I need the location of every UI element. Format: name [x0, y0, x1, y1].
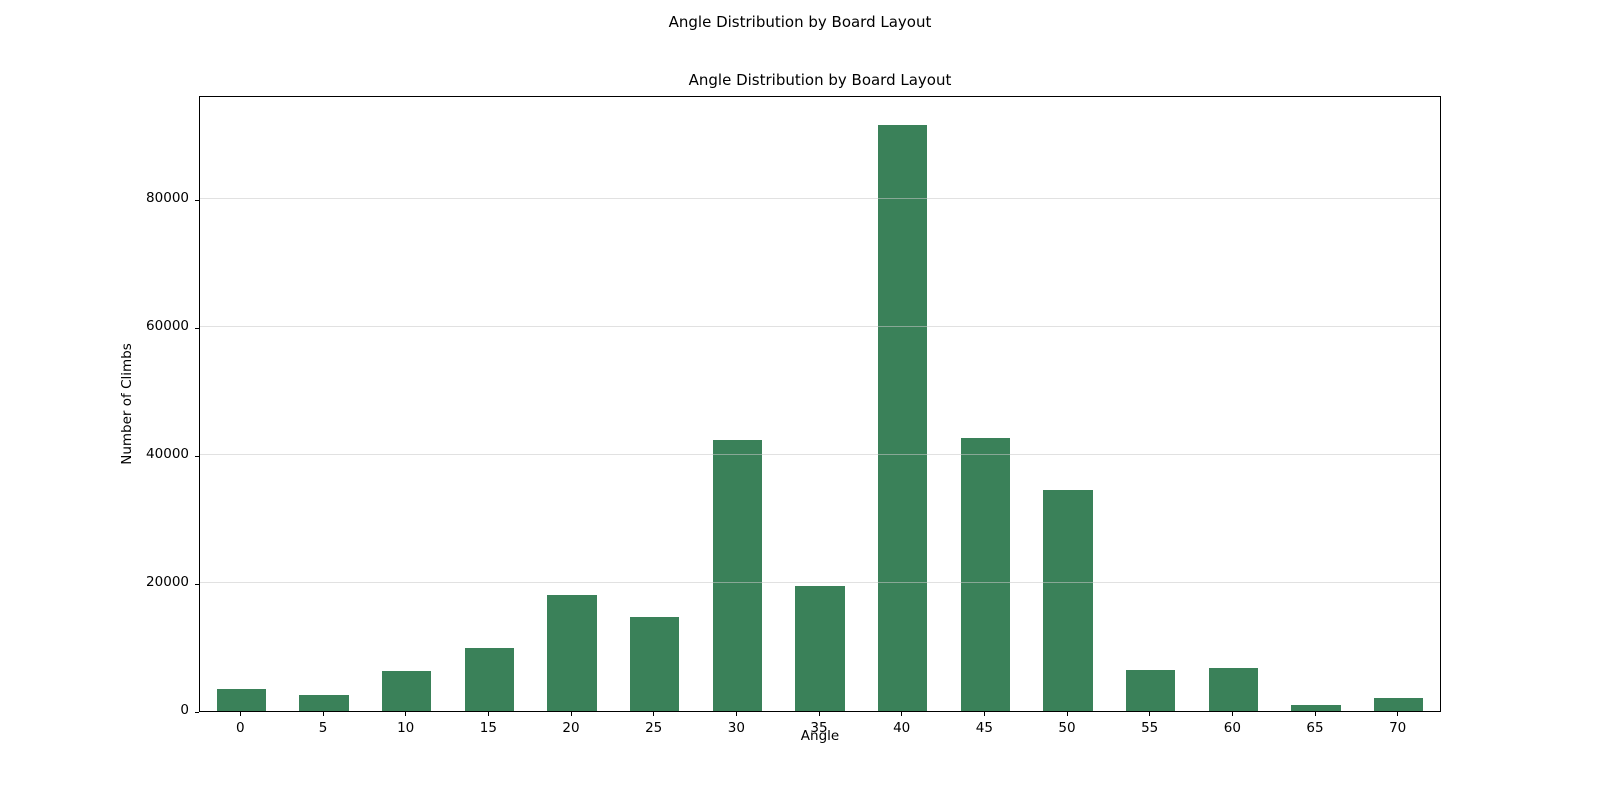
- x-tick-mark-60: [1231, 712, 1233, 716]
- x-tick-mark-70: [1397, 712, 1399, 716]
- x-tick-mark-0: [239, 712, 241, 716]
- x-tick-mark-25: [653, 712, 655, 716]
- x-tick-mark-15: [487, 712, 489, 716]
- x-tick-mark-30: [735, 712, 737, 716]
- x-tick-label-0: 0: [236, 720, 245, 736]
- y-tick-mark-20000: [195, 583, 199, 585]
- bar-40: [877, 125, 928, 711]
- y-tick-mark-40000: [195, 455, 199, 457]
- y-tick-label-20000: 20000: [146, 574, 189, 591]
- x-tick-mark-20: [570, 712, 572, 716]
- x-tick-mark-40: [901, 712, 903, 716]
- axes-title: Angle Distribution by Board Layout: [688, 71, 952, 89]
- x-tick-label-30: 30: [727, 720, 745, 736]
- bar-15: [464, 648, 515, 711]
- y-tick-label-40000: 40000: [146, 446, 189, 463]
- x-tick-mark-35: [818, 712, 820, 716]
- y-tick-label-80000: 80000: [146, 190, 189, 207]
- x-tick-label-55: 55: [1141, 720, 1159, 736]
- y-tick-label-0: 0: [180, 702, 189, 718]
- x-tick-mark-10: [405, 712, 407, 716]
- bar-60: [1208, 668, 1259, 711]
- y-axis-label: Number of Climbs: [119, 343, 135, 465]
- x-tick-label-10: 10: [397, 720, 415, 736]
- x-tick-label-40: 40: [893, 720, 911, 736]
- x-tick-mark-55: [1149, 712, 1151, 716]
- gridline-40000: [200, 454, 1440, 456]
- bar-70: [1373, 697, 1424, 711]
- x-tick-label-65: 65: [1306, 720, 1324, 736]
- x-tick-mark-5: [322, 712, 324, 716]
- x-tick-label-25: 25: [645, 720, 663, 736]
- bar-0: [216, 688, 267, 711]
- x-axis: 0 5 10 15 20 25 30 35 40 45 50 55 60 65 70: [199, 712, 1441, 758]
- y-axis: 0 20000 40000 60000 80000: [0, 96, 199, 718]
- x-tick-label-35: 35: [810, 720, 828, 736]
- bar-25: [629, 616, 680, 711]
- x-tick-label-45: 45: [975, 720, 993, 736]
- bar-65: [1291, 704, 1341, 711]
- bar-30: [712, 439, 763, 711]
- figure-suptitle: Angle Distribution by Board Layout: [668, 13, 932, 31]
- bar-5: [299, 695, 349, 711]
- x-axis-label: Angle: [800, 728, 840, 744]
- x-tick-label-5: 5: [318, 720, 328, 736]
- x-tick-mark-50: [1066, 712, 1068, 716]
- bar-20: [547, 594, 597, 711]
- x-tick-label-60: 60: [1223, 720, 1241, 736]
- bar-10: [381, 671, 432, 711]
- bar-35: [795, 585, 845, 711]
- gridline-80000: [200, 198, 1440, 200]
- x-tick-label-15: 15: [479, 720, 497, 736]
- gridline-20000: [200, 582, 1440, 584]
- bar-55: [1125, 670, 1176, 711]
- gridline-60000: [200, 326, 1440, 328]
- bar-50: [1043, 489, 1093, 711]
- x-tick-mark-45: [983, 712, 985, 716]
- bar-45: [960, 437, 1011, 711]
- y-tick-mark-60000: [195, 327, 199, 329]
- x-tick-label-70: 70: [1389, 720, 1407, 736]
- plot-area: [199, 96, 1441, 712]
- x-tick-mark-65: [1314, 712, 1316, 716]
- x-tick-label-20: 20: [562, 720, 580, 736]
- y-tick-mark-80000: [195, 199, 199, 201]
- y-tick-mark-0: [195, 711, 199, 713]
- x-tick-label-50: 50: [1058, 720, 1076, 736]
- y-tick-label-60000: 60000: [146, 318, 189, 335]
